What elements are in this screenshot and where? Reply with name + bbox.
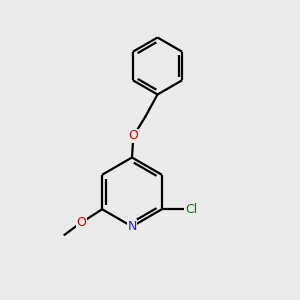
Text: N: N <box>127 220 137 233</box>
Text: O: O <box>76 216 86 229</box>
Text: O: O <box>129 129 138 142</box>
Text: Cl: Cl <box>185 203 197 216</box>
